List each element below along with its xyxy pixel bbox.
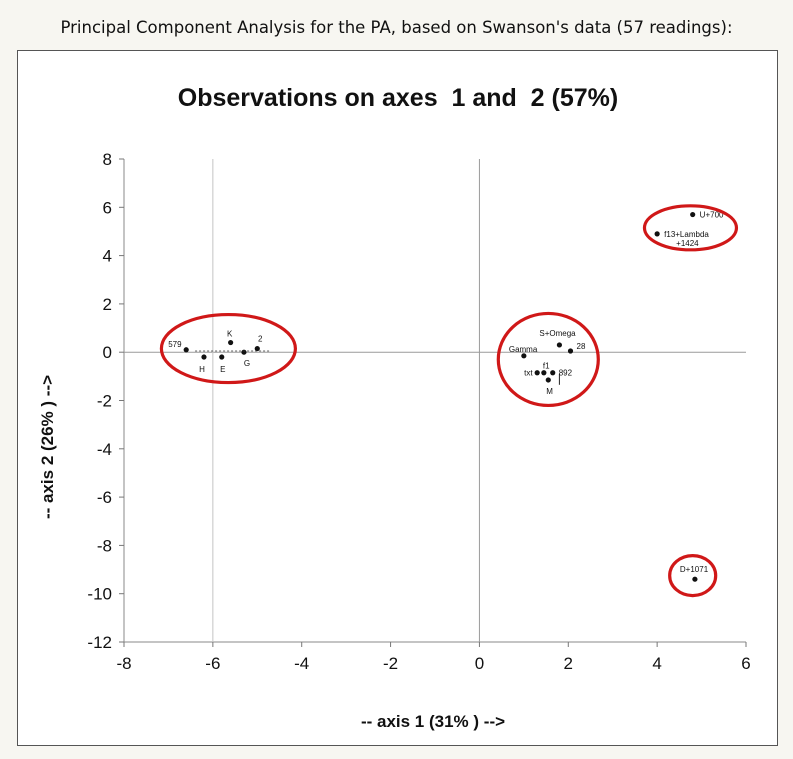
x-tick-label: -6 — [205, 654, 220, 673]
cluster-circle — [159, 312, 298, 385]
x-tick-label: -8 — [116, 654, 131, 673]
point-label: E — [220, 365, 225, 374]
point-label: H — [199, 365, 205, 374]
data-point — [567, 348, 574, 354]
figure-caption: Principal Component Analysis for the PA,… — [60, 18, 733, 37]
point-label: S+Omega — [539, 329, 576, 338]
data-point — [556, 342, 563, 348]
y-tick-label: -4 — [97, 440, 112, 459]
data-point — [690, 211, 696, 218]
data-point — [534, 370, 540, 376]
point-label: Gamma — [509, 345, 538, 354]
cluster-circle — [642, 204, 739, 252]
point-label: txt — [524, 369, 533, 378]
data-point — [241, 349, 247, 355]
point-label: D+1071 — [680, 565, 709, 574]
chart-frame: Observations on axes 1 and 2 (57%) -8 -6-… — [17, 50, 778, 746]
data-point — [254, 345, 260, 352]
x-tick-label: -4 — [294, 654, 309, 673]
cluster-circle — [496, 311, 600, 408]
ticks-layer: -8 -6 -4 -2 0 2 4 6 8 6 4 2 0 -2 -4 -6 -8 -10 -12 — [87, 150, 750, 673]
y-tick-label: -12 — [87, 633, 112, 652]
y-tick-label: -8 — [97, 536, 112, 555]
point-label: 28 — [577, 342, 586, 351]
data-point — [654, 231, 660, 237]
point-label: 2 — [258, 335, 263, 344]
point-label-line2: +1424 — [676, 239, 699, 248]
x-tick-label: 6 — [741, 654, 750, 673]
x-axis-label: -- axis 1 (31% ) --> — [361, 712, 505, 731]
y-tick-label: 8 — [103, 150, 112, 169]
x-tick-label: 2 — [564, 654, 573, 673]
y-tick-label: 0 — [103, 343, 112, 362]
point-label: G — [244, 359, 250, 368]
x-tick-label: -2 — [383, 654, 398, 673]
chart-title: Observations on axes 1 and 2 (57%) — [178, 84, 618, 112]
data-point — [692, 576, 698, 582]
y-tick-label: 2 — [103, 295, 112, 314]
point-label: f13+Lambda — [664, 230, 709, 239]
y-tick-label: -2 — [97, 392, 112, 411]
data-point — [183, 347, 189, 353]
point-label: 579 — [168, 340, 182, 349]
point-label: U+700 — [700, 211, 724, 220]
cluster-circle — [668, 553, 718, 598]
cluster-circles — [159, 204, 739, 598]
y-tick-label: -6 — [97, 488, 112, 507]
axes-layer — [123, 159, 746, 643]
point-label: K — [227, 330, 233, 339]
point-label: f1 — [543, 362, 550, 371]
x-tick-label: 0 — [475, 654, 484, 673]
y-axis-label: -- axis 2 (26% ) --> — [38, 375, 57, 519]
y-tick-label: -10 — [87, 585, 112, 604]
y-tick-label: 6 — [103, 198, 112, 217]
point-label: M — [546, 387, 553, 396]
point-label: 892 — [559, 369, 573, 378]
data-point — [541, 370, 547, 376]
data-point — [545, 377, 551, 383]
y-tick-label: 4 — [103, 247, 112, 266]
x-tick-label: 4 — [652, 654, 661, 673]
pca-scatter-chart: Observations on axes 1 and 2 (57%) -8 -6-… — [38, 84, 751, 731]
data-point — [201, 354, 207, 360]
data-point — [228, 339, 234, 346]
data-point — [550, 370, 556, 376]
data-point — [521, 353, 527, 359]
data-point — [219, 354, 225, 360]
